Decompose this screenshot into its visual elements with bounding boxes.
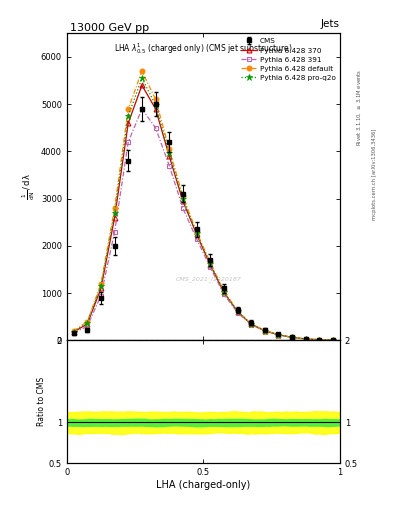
Pythia 6.428 pro-q2o <box>167 150 172 156</box>
Pythia 6.428 370 <box>317 337 322 343</box>
Pythia 6.428 default <box>180 193 185 199</box>
Text: Jets: Jets <box>321 18 340 29</box>
Pythia 6.428 391 <box>112 229 117 235</box>
Pythia 6.428 391 <box>126 139 130 145</box>
Pythia 6.428 391 <box>85 323 90 329</box>
Pythia 6.428 default <box>153 96 158 102</box>
Pythia 6.428 370 <box>235 309 240 315</box>
Pythia 6.428 default <box>126 106 130 112</box>
Pythia 6.428 370 <box>222 289 226 295</box>
Pythia 6.428 pro-q2o <box>317 337 322 343</box>
Pythia 6.428 pro-q2o <box>222 289 226 295</box>
Pythia 6.428 pro-q2o <box>180 196 185 202</box>
Pythia 6.428 pro-q2o <box>276 332 281 338</box>
Pythia 6.428 391 <box>71 330 76 336</box>
Line: Pythia 6.428 370: Pythia 6.428 370 <box>71 83 336 343</box>
Pythia 6.428 370 <box>85 321 90 327</box>
Pythia 6.428 pro-q2o <box>290 334 294 340</box>
Pythia 6.428 391 <box>180 205 185 211</box>
Pythia 6.428 370 <box>208 262 213 268</box>
Pythia 6.428 pro-q2o <box>99 283 103 289</box>
Pythia 6.428 370 <box>290 334 294 340</box>
Pythia 6.428 370 <box>249 321 253 327</box>
Pythia 6.428 pro-q2o <box>194 230 199 236</box>
Pythia 6.428 pro-q2o <box>263 328 267 334</box>
Pythia 6.428 391 <box>331 337 336 343</box>
Pythia 6.428 pro-q2o <box>235 308 240 314</box>
Pythia 6.428 pro-q2o <box>303 336 308 342</box>
Pythia 6.428 370 <box>99 285 103 291</box>
Pythia 6.428 pro-q2o <box>331 337 336 343</box>
Pythia 6.428 370 <box>167 153 172 159</box>
Pythia 6.428 391 <box>99 292 103 298</box>
Pythia 6.428 pro-q2o <box>71 329 76 335</box>
Text: Rivet 3.1.10, $\geq$ 3.1M events: Rivet 3.1.10, $\geq$ 3.1M events <box>356 69 364 146</box>
Pythia 6.428 pro-q2o <box>85 320 90 326</box>
Pythia 6.428 391 <box>167 162 172 168</box>
Pythia 6.428 391 <box>276 332 281 338</box>
Text: 13000 GeV pp: 13000 GeV pp <box>70 23 149 32</box>
Pythia 6.428 pro-q2o <box>126 113 130 119</box>
Pythia 6.428 default <box>85 318 90 325</box>
Pythia 6.428 pro-q2o <box>249 321 253 327</box>
Pythia 6.428 default <box>235 308 240 314</box>
Pythia 6.428 370 <box>331 337 336 343</box>
Pythia 6.428 default <box>303 336 308 342</box>
Pythia 6.428 391 <box>290 334 294 340</box>
Pythia 6.428 370 <box>263 328 267 334</box>
Pythia 6.428 pro-q2o <box>112 210 117 216</box>
Line: Pythia 6.428 default: Pythia 6.428 default <box>71 69 336 343</box>
Pythia 6.428 370 <box>303 336 308 342</box>
Pythia 6.428 370 <box>112 215 117 221</box>
Pythia 6.428 default <box>194 229 199 235</box>
Pythia 6.428 391 <box>249 322 253 328</box>
Pythia 6.428 370 <box>140 82 144 89</box>
Pythia 6.428 default <box>263 328 267 334</box>
Pythia 6.428 default <box>99 281 103 287</box>
Pythia 6.428 370 <box>276 332 281 338</box>
Pythia 6.428 pro-q2o <box>140 75 144 81</box>
Y-axis label: $\mathregular{\frac{1}{dN}\,/\,d\lambda}$: $\mathregular{\frac{1}{dN}\,/\,d\lambda}… <box>20 174 37 200</box>
Pythia 6.428 391 <box>222 291 226 297</box>
Pythia 6.428 391 <box>263 328 267 334</box>
Line: Pythia 6.428 391: Pythia 6.428 391 <box>71 106 336 343</box>
Pythia 6.428 default <box>317 336 322 343</box>
Pythia 6.428 default <box>167 146 172 152</box>
Pythia 6.428 pro-q2o <box>153 102 158 108</box>
Pythia 6.428 default <box>140 68 144 74</box>
Pythia 6.428 default <box>71 328 76 334</box>
Pythia 6.428 default <box>276 331 281 337</box>
Text: mcplots.cern.ch [arXiv:1306.3436]: mcplots.cern.ch [arXiv:1306.3436] <box>372 129 376 220</box>
Line: Pythia 6.428 pro-q2o: Pythia 6.428 pro-q2o <box>70 75 336 343</box>
Pythia 6.428 370 <box>126 120 130 126</box>
Pythia 6.428 pro-q2o <box>208 261 213 267</box>
Pythia 6.428 370 <box>180 198 185 204</box>
Pythia 6.428 391 <box>317 337 322 343</box>
Pythia 6.428 default <box>112 205 117 211</box>
Pythia 6.428 default <box>290 334 294 340</box>
Pythia 6.428 391 <box>303 336 308 342</box>
Y-axis label: Ratio to CMS: Ratio to CMS <box>37 377 46 426</box>
Text: LHA $\lambda^{1}_{0.5}$ (charged only) (CMS jet substructure): LHA $\lambda^{1}_{0.5}$ (charged only) (… <box>114 41 293 56</box>
Pythia 6.428 370 <box>153 106 158 112</box>
Legend: CMS, Pythia 6.428 370, Pythia 6.428 391, Pythia 6.428 default, Pythia 6.428 pro-: CMS, Pythia 6.428 370, Pythia 6.428 391,… <box>238 35 338 84</box>
Pythia 6.428 391 <box>140 106 144 112</box>
Pythia 6.428 default <box>208 260 213 266</box>
Pythia 6.428 default <box>222 288 226 294</box>
X-axis label: LHA (charged-only): LHA (charged-only) <box>156 480 250 490</box>
Pythia 6.428 391 <box>194 236 199 242</box>
Pythia 6.428 391 <box>235 310 240 316</box>
Pythia 6.428 370 <box>194 231 199 237</box>
Pythia 6.428 391 <box>153 125 158 131</box>
Pythia 6.428 default <box>331 337 336 343</box>
Pythia 6.428 370 <box>71 329 76 335</box>
Pythia 6.428 391 <box>208 264 213 270</box>
Pythia 6.428 default <box>249 321 253 327</box>
Text: CMS_2021_I1920187: CMS_2021_I1920187 <box>176 276 242 282</box>
